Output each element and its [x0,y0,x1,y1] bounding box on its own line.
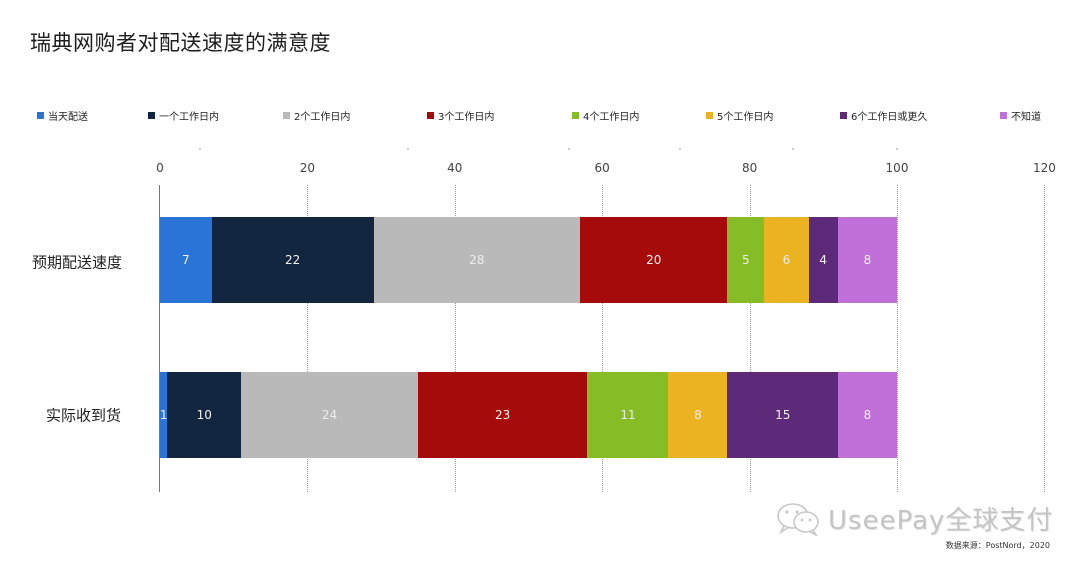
bar-segment: 1 [160,372,168,458]
stacked-bar: 1 10 24 23 11 8 15 8 [160,372,897,458]
legend-label: 一个工作日内 [159,112,219,123]
legend-swatch-icon [427,112,434,119]
legend-item: 3个工作日内 [427,108,494,123]
gridline [307,185,309,492]
x-tick-label: 20 [299,161,316,175]
watermark: UseePay全球支付 [776,500,1053,537]
bar-segment: 8 [668,372,728,458]
bar-segment: 28 [373,217,581,303]
bar-segment: 15 [727,372,838,458]
bar-segment: 8 [837,217,897,303]
legend-swatch-icon [840,112,847,119]
source-note: 数据来源：PostNord，2020 [945,541,1050,550]
bar-segment: 23 [417,372,588,458]
bar-segment: 22 [211,217,374,303]
legend-item: 5个工作日内 [706,108,773,123]
gridline [749,185,751,492]
bar-segment: 10 [167,372,242,458]
bar-segment: 5 [727,217,765,303]
legend-label: 3个工作日内 [438,112,495,123]
row-label-actual: 实际收到货 [46,406,122,425]
legend-item: 2个工作日内 [283,108,350,123]
decorative-dot [896,148,898,150]
legend-label: 2个工作日内 [294,112,351,123]
legend-label: 5个工作日内 [717,112,774,123]
y-axis-line [159,185,160,492]
stacked-bar: 7 22 28 20 5 6 4 8 [160,217,897,303]
x-tick-label: 60 [594,161,610,175]
bar-segment: 4 [808,217,838,303]
gridline [454,185,456,492]
legend-swatch-icon [37,112,44,119]
gridline [602,185,604,492]
bar-segment: 20 [580,217,728,303]
wechat-icon [776,502,822,537]
legend-item: 4个工作日内 [572,108,639,123]
bar-segment: 8 [837,372,897,458]
decorative-dot [568,148,570,150]
legend-label: 6个工作日或更久 [851,112,928,123]
legend-label: 不知道 [1011,112,1041,123]
bar-segment: 11 [587,372,669,458]
legend-swatch-icon [706,112,713,119]
gridline [1044,185,1046,492]
legend-item: 当天配送 [37,108,88,123]
legend-swatch-icon [283,112,290,119]
legend-item: 不知道 [1000,108,1041,123]
decorative-dot [792,148,794,150]
x-tick-label: 40 [447,161,463,175]
gridline [897,185,898,492]
legend-swatch-icon [1000,112,1007,119]
decorative-dot [407,148,409,150]
decorative-dot [679,148,681,150]
legend-swatch-icon [572,112,579,119]
chart-title: 瑞典网购者对配送速度的满意度 [30,31,331,55]
watermark-text: UseePay全球支付 [828,506,1054,536]
legend-label: 当天配送 [48,112,88,123]
bar-segment: 7 [160,217,212,303]
x-tick-label: 80 [741,161,758,175]
legend-swatch-icon [148,112,155,119]
row-label-expected: 预期配送速度 [32,253,123,272]
x-tick-label: 0 [156,161,164,175]
legend-item: 一个工作日内 [148,108,219,123]
legend-item: 6个工作日或更久 [840,108,927,123]
legend-label: 4个工作日内 [583,112,640,123]
decorative-dot [199,148,201,150]
x-tick-label: 120 [1032,161,1056,175]
bar-segment: 24 [241,372,418,458]
bar-segment: 6 [764,217,809,303]
x-tick-label: 100 [885,161,909,175]
legend: 当天配送 一个工作日内 2个工作日内 3个工作日内 4个工作日内 5个工作日内 6个工作日或… [37,108,1077,124]
